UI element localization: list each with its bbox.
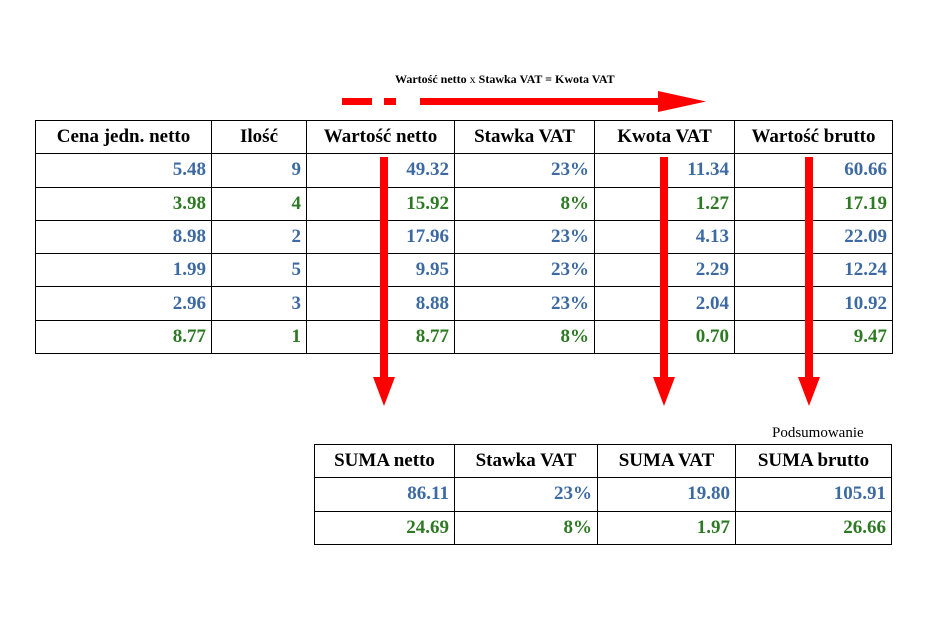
invoice-cell: 2 [211, 219, 307, 255]
summary-cell: 105.91 [735, 477, 892, 512]
formula-left: Wartość netto [395, 72, 467, 86]
summary-label: Podsumowanie [772, 425, 864, 441]
formula-arrow-shaft [420, 98, 660, 105]
header-wartosc-netto: Wartość netto [306, 119, 455, 155]
invoice-header-row: Cena jedn. netto Ilość Wartość netto Sta… [35, 119, 893, 155]
header-suma-vat: SUMA VAT [597, 443, 736, 479]
summary-cell: 23% [454, 477, 598, 512]
invoice-cell: 23% [454, 286, 595, 321]
summary-cell: 8% [454, 510, 598, 545]
formula-arrow-head [658, 91, 706, 112]
formula-arrow-dash-1 [342, 98, 372, 105]
header-kwota-vat: Kwota VAT [594, 119, 735, 155]
header-cena-jedn-netto: Cena jedn. netto [35, 119, 212, 155]
header-summary-stawka-vat: Stawka VAT [454, 443, 598, 479]
header-stawka-vat: Stawka VAT [454, 119, 595, 155]
invoice-cell: 2.96 [35, 286, 212, 321]
invoice-cell: 22.09 [734, 219, 893, 255]
invoice-cell: 0.70 [594, 319, 735, 355]
header-wartosc-brutto: Wartość brutto [734, 119, 893, 155]
invoice-cell: 11.34 [594, 153, 735, 188]
invoice-cell: 17.96 [306, 219, 455, 255]
invoice-row: 8.98 2 17.96 23% 4.13 22.09 [35, 219, 893, 255]
invoice-cell: 8% [454, 319, 595, 355]
invoice-cell: 49.32 [306, 153, 455, 188]
formula-caption: Wartość netto x Stawka VAT = Kwota VAT [395, 72, 615, 87]
invoice-cell: 3 [211, 286, 307, 321]
invoice-row: 8.77 1 8.77 8% 0.70 9.47 [35, 319, 893, 355]
formula-right: Kwota VAT [554, 72, 615, 86]
invoice-table: Cena jedn. netto Ilość Wartość netto Sta… [35, 119, 893, 355]
arrow-down-brutto-head [798, 377, 820, 406]
summary-table: SUMA netto Stawka VAT SUMA VAT SUMA brut… [314, 443, 892, 545]
invoice-cell: 5 [211, 253, 307, 288]
invoice-cell: 1.27 [594, 186, 735, 221]
invoice-cell: 2.29 [594, 253, 735, 288]
invoice-cell: 10.92 [734, 286, 893, 321]
summary-cell: 19.80 [597, 477, 736, 512]
invoice-cell: 15.92 [306, 186, 455, 221]
summary-cell: 86.11 [314, 477, 455, 512]
arrow-down-netto-head [373, 377, 395, 406]
summary-row: 24.69 8% 1.97 26.66 [314, 510, 892, 545]
invoice-cell: 17.19 [734, 186, 893, 221]
invoice-cell: 23% [454, 253, 595, 288]
formula-arrow-dash-2 [384, 98, 396, 105]
invoice-cell: 8.98 [35, 219, 212, 255]
formula-equals: = [545, 72, 552, 86]
invoice-cell: 23% [454, 219, 595, 255]
summary-header-row: SUMA netto Stawka VAT SUMA VAT SUMA brut… [314, 443, 892, 479]
invoice-cell: 4 [211, 186, 307, 221]
invoice-cell: 8.88 [306, 286, 455, 321]
arrow-down-vat-head [653, 377, 675, 406]
invoice-row: 3.98 4 15.92 8% 1.27 17.19 [35, 186, 893, 221]
header-suma-brutto: SUMA brutto [735, 443, 892, 479]
invoice-cell: 3.98 [35, 186, 212, 221]
invoice-cell: 12.24 [734, 253, 893, 288]
invoice-cell: 8% [454, 186, 595, 221]
invoice-cell: 2.04 [594, 286, 735, 321]
header-ilosc: Ilość [211, 119, 307, 155]
formula-multiply: x [469, 72, 476, 86]
invoice-cell: 8.77 [35, 319, 212, 355]
invoice-cell: 1.99 [35, 253, 212, 288]
invoice-cell: 1 [211, 319, 307, 355]
formula-mid: Stawka VAT [478, 72, 543, 86]
invoice-cell: 9 [211, 153, 307, 188]
invoice-cell: 8.77 [306, 319, 455, 355]
invoice-row: 5.48 9 49.32 23% 11.34 60.66 [35, 153, 893, 188]
invoice-cell: 9.47 [734, 319, 893, 355]
invoice-cell: 23% [454, 153, 595, 188]
invoice-row: 1.99 5 9.95 23% 2.29 12.24 [35, 253, 893, 288]
invoice-row: 2.96 3 8.88 23% 2.04 10.92 [35, 286, 893, 321]
invoice-cell: 5.48 [35, 153, 212, 188]
summary-cell: 24.69 [314, 510, 455, 545]
invoice-cell: 4.13 [594, 219, 735, 255]
summary-cell: 26.66 [735, 510, 892, 545]
invoice-cell: 9.95 [306, 253, 455, 288]
invoice-cell: 60.66 [734, 153, 893, 188]
summary-cell: 1.97 [597, 510, 736, 545]
summary-row: 86.11 23% 19.80 105.91 [314, 477, 892, 512]
header-suma-netto: SUMA netto [314, 443, 455, 479]
